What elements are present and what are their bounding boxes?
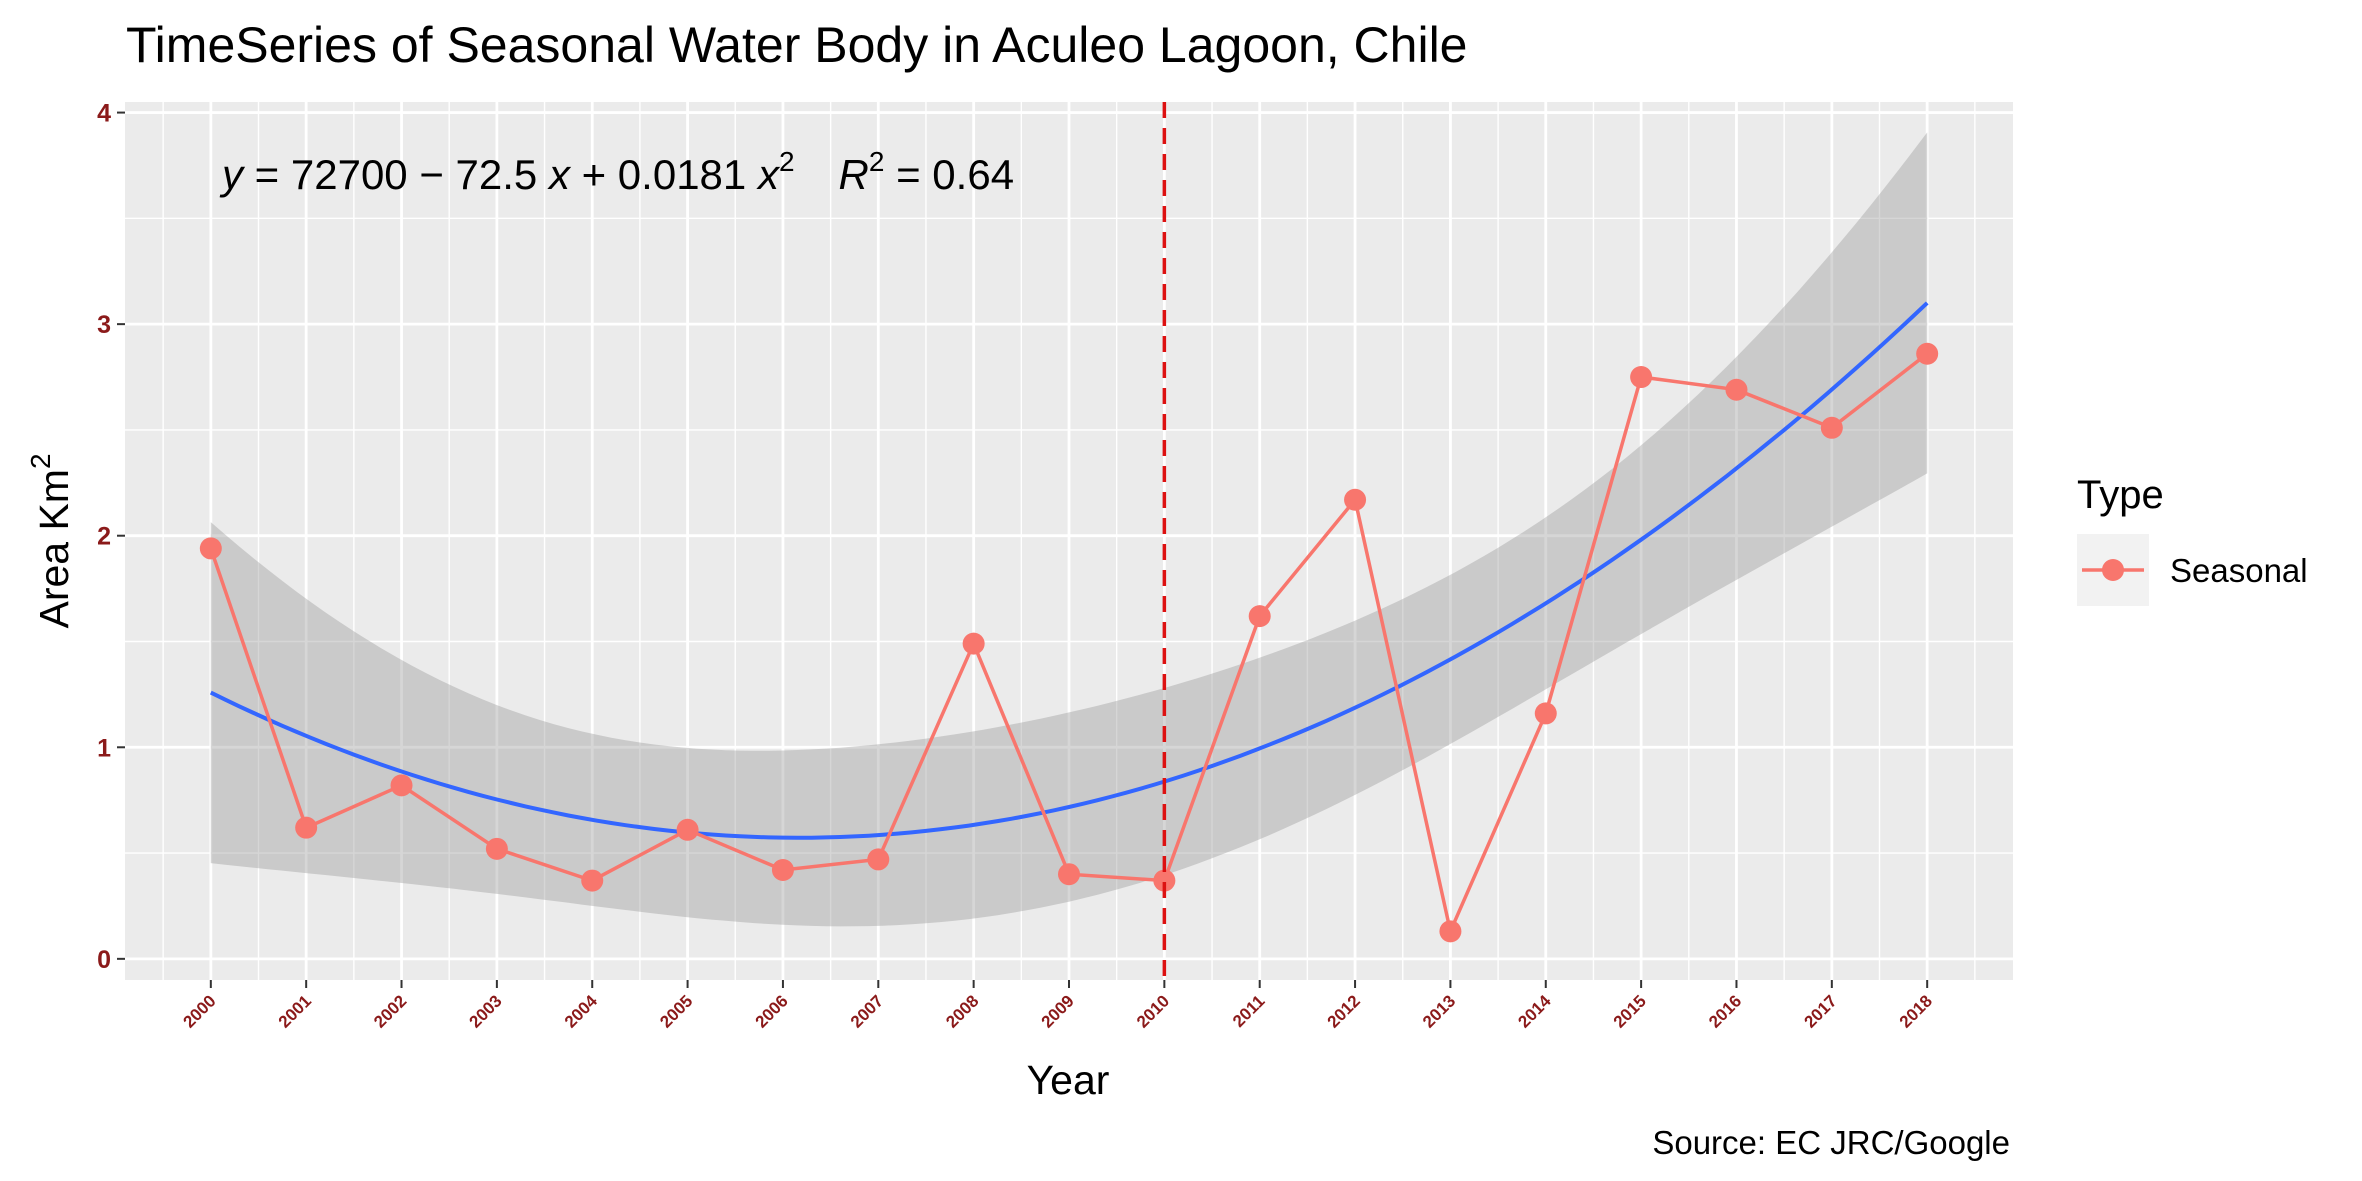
y-axis-title-group: Area Km2	[25, 453, 77, 628]
eq-y: y	[219, 151, 246, 198]
series-points	[199, 342, 1939, 943]
source-caption: Source: EC JRC/Google	[1652, 1124, 2010, 1161]
legend-key-dot	[2102, 559, 2124, 581]
y-axis-title: Area Km2	[25, 453, 77, 628]
eq-r-exp: 2	[869, 146, 885, 177]
x-tick-label: 2011	[1229, 991, 1269, 1031]
y-axis-ticks: 0 1 2 3 4	[97, 100, 125, 974]
x-tick-label: 2004	[561, 991, 602, 1032]
eq-rest: = 72700 − 72.5	[243, 151, 549, 198]
data-point-2005	[676, 818, 699, 841]
x-axis-title: Year	[1027, 1057, 1110, 1103]
data-point-2016	[1725, 378, 1748, 401]
y-axis-title-text: Area Km	[31, 469, 77, 629]
data-point-2012	[1344, 488, 1367, 511]
legend: Type Seasonal	[2077, 473, 2308, 606]
eq-r: R	[839, 151, 869, 198]
data-point-2013	[1439, 920, 1462, 943]
y-tick-label: 2	[97, 523, 111, 551]
y-tick-label: 4	[97, 100, 111, 128]
data-point-2003	[485, 837, 508, 860]
legend-title: Type	[2077, 473, 2164, 517]
eq-plus: + 0.0181	[570, 151, 758, 198]
x-tick-label: 2009	[1038, 991, 1078, 1031]
regression-equation: y = 72700 − 72.5 x + 0.0181 x2 R2 = 0.64	[219, 146, 1014, 198]
x-tick-label: 2005	[656, 991, 696, 1031]
y-tick-label: 1	[97, 734, 111, 762]
x-tick-label: 2007	[847, 991, 887, 1031]
eq-r-value: = 0.64	[884, 151, 1014, 198]
data-point-2015	[1630, 366, 1653, 389]
x-tick-label: 2001	[275, 991, 315, 1031]
x-tick-label: 2017	[1800, 991, 1840, 1031]
data-point-2008	[962, 632, 985, 655]
grid-minor	[125, 102, 2013, 980]
eq-exp: 2	[779, 146, 795, 177]
data-point-2002	[390, 774, 413, 797]
x-tick-label: 2013	[1419, 991, 1459, 1031]
eq-x2: x	[756, 151, 781, 198]
confidence-band	[210, 132, 1928, 927]
x-tick-label: 2016	[1705, 991, 1745, 1031]
data-point-2018	[1916, 342, 1939, 365]
x-tick-label: 2012	[1324, 991, 1364, 1031]
data-point-2010	[1153, 869, 1176, 892]
data-point-2004	[581, 869, 604, 892]
x-axis-ticks: 2000 2001 2002 2003 2004 2005 2006 2007 2008 2009…	[179, 980, 1936, 1032]
chart-title: TimeSeries of Seasonal Water Body in Acu…	[126, 17, 1467, 73]
x-tick-label: 2014	[1514, 991, 1555, 1032]
x-tick-label: 2008	[942, 991, 982, 1031]
y-tick-label: 0	[97, 946, 111, 974]
y-axis-title-exp: 2	[25, 453, 56, 469]
data-point-2011	[1248, 605, 1271, 628]
data-point-2014	[1534, 702, 1557, 725]
data-point-2001	[295, 816, 318, 839]
x-tick-label: 2010	[1133, 991, 1173, 1031]
legend-label-seasonal: Seasonal	[2170, 552, 2308, 589]
x-tick-label: 2006	[752, 991, 792, 1031]
data-point-2007	[867, 848, 890, 871]
fit-line	[209, 301, 1929, 840]
x-tick-label: 2000	[179, 991, 219, 1031]
data-point-2009	[1058, 863, 1080, 886]
data-point-2006	[771, 858, 794, 881]
data-point-2017	[1820, 416, 1843, 439]
y-tick-label: 3	[97, 311, 111, 339]
eq-x: x	[547, 151, 572, 198]
x-tick-label: 2002	[370, 991, 410, 1031]
x-tick-label: 2018	[1896, 991, 1936, 1031]
x-tick-label: 2003	[466, 991, 506, 1031]
x-tick-label: 2015	[1610, 991, 1650, 1031]
data-point-2000	[199, 537, 222, 560]
